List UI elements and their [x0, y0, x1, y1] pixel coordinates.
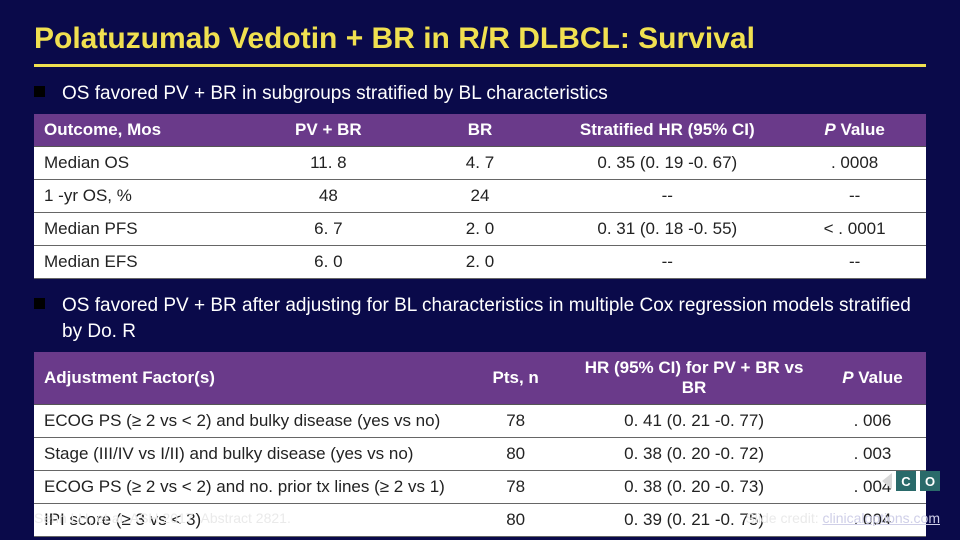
cell: < . 0001	[783, 213, 926, 246]
bullet-marker-icon	[34, 86, 45, 97]
cell: Median PFS	[34, 213, 248, 246]
cell: 2. 0	[409, 213, 552, 246]
cell: . 003	[819, 438, 926, 471]
bullet-marker-icon	[34, 298, 45, 309]
cell: 2. 0	[409, 246, 552, 279]
bullet-1-text: OS favored PV + BR in subgroups stratifi…	[62, 83, 608, 104]
cell: 0. 38 (0. 20 -0. 72)	[569, 438, 819, 471]
table-header-row: Adjustment Factor(s) Pts, n HR (95% CI) …	[34, 352, 926, 405]
table-row: Stage (III/IV vs I/II) and bulky disease…	[34, 438, 926, 471]
cell: --	[783, 180, 926, 213]
col-pval: P Value	[783, 114, 926, 147]
col-pts: Pts, n	[462, 352, 569, 405]
cell: --	[551, 180, 783, 213]
cell: ECOG PS (≥ 2 vs < 2) and bulky disease (…	[34, 405, 462, 438]
col-br: BR	[409, 114, 552, 147]
cell: 4. 7	[409, 147, 552, 180]
credit-label: Slide credit:	[745, 510, 822, 526]
slide-title: Polatuzumab Vedotin + BR in R/R DLBCL: S…	[34, 20, 926, 67]
cco-logo: C O	[882, 471, 940, 491]
bullet-2: OS favored PV + BR after adjusting for B…	[34, 293, 926, 344]
cell: --	[551, 246, 783, 279]
logo-letter-c: C	[896, 471, 916, 491]
table-stratified: Outcome, Mos PV + BR BR Stratified HR (9…	[34, 114, 926, 279]
slide-credit: Slide credit: clinicaloptions.com	[745, 510, 940, 526]
cell: Median OS	[34, 147, 248, 180]
col-hr: Stratified HR (95% CI)	[551, 114, 783, 147]
footer-reference: Sehn LH, et al. ASH 2017. Abstract 2821.	[34, 510, 291, 526]
table-row: Median PFS 6. 7 2. 0 0. 31 (0. 18 -0. 55…	[34, 213, 926, 246]
bullet-1: OS favored PV + BR in subgroups stratifi…	[34, 81, 926, 107]
cell: 0. 31 (0. 18 -0. 55)	[551, 213, 783, 246]
cell: --	[783, 246, 926, 279]
cell: 0. 35 (0. 19 -0. 67)	[551, 147, 783, 180]
footer-right: C O Slide credit: clinicaloptions.com	[745, 489, 940, 526]
table-header-row: Outcome, Mos PV + BR BR Stratified HR (9…	[34, 114, 926, 147]
cell: . 0008	[783, 147, 926, 180]
col-adjfactor: Adjustment Factor(s)	[34, 352, 462, 405]
col-outcome: Outcome, Mos	[34, 114, 248, 147]
table-row: Median OS 11. 8 4. 7 0. 35 (0. 19 -0. 67…	[34, 147, 926, 180]
table-row: 1 -yr OS, % 48 24 -- --	[34, 180, 926, 213]
cell: 11. 8	[248, 147, 409, 180]
logo-letter-o: O	[920, 471, 940, 491]
cell: 80	[462, 438, 569, 471]
cell: Stage (III/IV vs I/II) and bulky disease…	[34, 438, 462, 471]
cell: 78	[462, 405, 569, 438]
cell: 0. 41 (0. 21 -0. 77)	[569, 405, 819, 438]
cell: 48	[248, 180, 409, 213]
cell: 6. 0	[248, 246, 409, 279]
cell: Median EFS	[34, 246, 248, 279]
table-row: Median EFS 6. 0 2. 0 -- --	[34, 246, 926, 279]
col-pvbr: PV + BR	[248, 114, 409, 147]
credit-link[interactable]: clinicaloptions.com	[823, 510, 941, 526]
cell: . 006	[819, 405, 926, 438]
cell: 6. 7	[248, 213, 409, 246]
col-hr2: HR (95% CI) for PV + BR vs BR	[569, 352, 819, 405]
cell: 24	[409, 180, 552, 213]
bullet-2-text: OS favored PV + BR after adjusting for B…	[62, 295, 911, 342]
table-row: ECOG PS (≥ 2 vs < 2) and bulky disease (…	[34, 405, 926, 438]
footer: Sehn LH, et al. ASH 2017. Abstract 2821.…	[34, 489, 940, 526]
chevron-left-icon	[882, 473, 892, 489]
col-pval2: P Value	[819, 352, 926, 405]
slide: Polatuzumab Vedotin + BR in R/R DLBCL: S…	[0, 0, 960, 537]
cell: 1 -yr OS, %	[34, 180, 248, 213]
